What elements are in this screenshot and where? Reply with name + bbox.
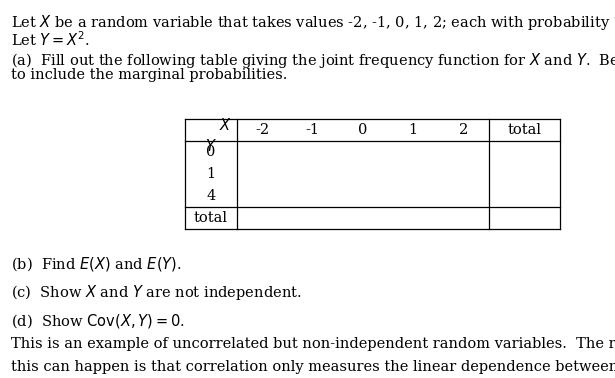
Text: $X$: $X$ xyxy=(219,118,232,133)
Text: 1: 1 xyxy=(206,167,215,181)
Text: Let $Y = X^2$.: Let $Y = X^2$. xyxy=(11,30,90,49)
Text: (b)  Find $E(X)$ and $E(Y)$.: (b) Find $E(X)$ and $E(Y)$. xyxy=(11,255,181,273)
Text: this can happen is that correlation only measures the linear dependence between : this can happen is that correlation only… xyxy=(11,360,615,374)
Text: total: total xyxy=(507,123,541,137)
Text: -1: -1 xyxy=(306,123,319,137)
Text: (a)  Fill out the following table giving the joint frequency function for $X$ an: (a) Fill out the following table giving … xyxy=(11,51,615,70)
Text: 0: 0 xyxy=(358,123,368,137)
Text: total: total xyxy=(194,211,228,225)
Text: 2: 2 xyxy=(459,123,469,137)
Text: -2: -2 xyxy=(255,123,269,137)
Text: to include the marginal probabilities.: to include the marginal probabilities. xyxy=(11,68,287,82)
Text: 1: 1 xyxy=(409,123,418,137)
Text: (c)  Show $X$ and $Y$ are not independent.: (c) Show $X$ and $Y$ are not independent… xyxy=(11,284,301,302)
Text: 0: 0 xyxy=(206,145,215,159)
Text: (d)  Show $\mathrm{Cov}(X,Y) = 0$.: (d) Show $\mathrm{Cov}(X,Y) = 0$. xyxy=(11,312,184,330)
Text: $Y$: $Y$ xyxy=(205,138,216,155)
Text: Let $X$ be a random variable that takes values -2, -1, 0, 1, 2; each with probab: Let $X$ be a random variable that takes … xyxy=(11,13,615,32)
Text: 4: 4 xyxy=(206,189,215,203)
Text: This is an example of uncorrelated but non-independent random variables.  The re: This is an example of uncorrelated but n… xyxy=(11,337,615,351)
